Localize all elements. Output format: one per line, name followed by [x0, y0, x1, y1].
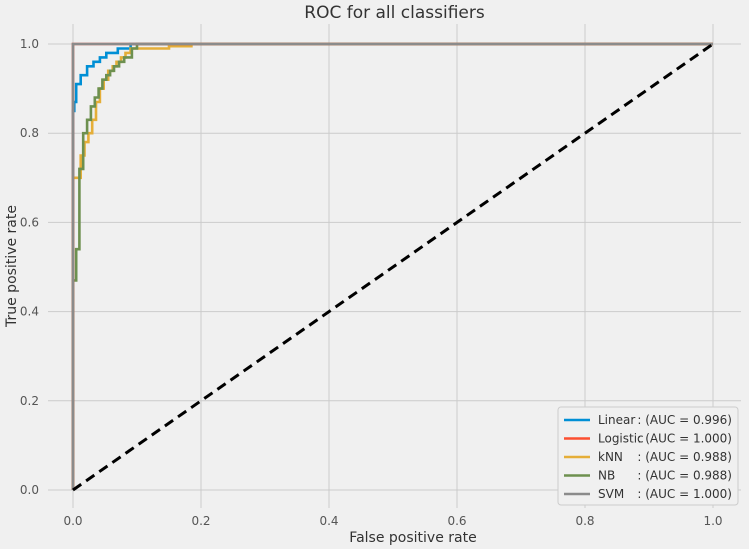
y-axis-label: True positive rate	[4, 205, 20, 328]
y-tick-label: 0.4	[20, 305, 39, 319]
legend: Linear: (AUC = 0.996)Logistic: (AUC = 1.…	[557, 406, 739, 506]
legend-name-nb: NB	[598, 469, 615, 483]
x-axis-label: False positive rate	[349, 530, 476, 546]
x-tick-label: 0.2	[191, 514, 210, 528]
legend-box	[557, 406, 739, 506]
legend-auc-svm: : (AUC = 1.000)	[637, 487, 732, 501]
series-line-linear	[71, 42, 713, 490]
x-tick-label: 0.8	[575, 514, 594, 528]
legend-auc-knn: : (AUC = 0.988)	[637, 450, 732, 464]
legend-name-svm: SVM	[598, 487, 624, 501]
y-tick-label: 0.6	[20, 215, 39, 229]
x-tick-label: 1.0	[703, 514, 722, 528]
y-tick-label: 0.0	[20, 483, 39, 497]
legend-name-linear: Linear	[598, 413, 635, 427]
legend-auc-logistic: : (AUC = 1.000)	[637, 432, 732, 446]
legend-name-knn: kNN	[598, 450, 623, 464]
x-tick-label: 0.0	[63, 514, 82, 528]
y-tick-label: 0.2	[20, 394, 39, 408]
chart-title: ROC for all classifiers	[304, 3, 485, 23]
x-tick-label: 0.4	[319, 514, 338, 528]
series-lines	[71, 42, 714, 492]
legend-auc-linear: : (AUC = 0.996)	[637, 413, 732, 427]
y-axis-ticks: 0.0 0.2 0.4 0.6 0.8 1.0	[20, 37, 39, 497]
x-tick-label: 0.6	[447, 514, 466, 528]
legend-auc-nb: : (AUC = 0.988)	[637, 469, 732, 483]
y-tick-label: 1.0	[20, 37, 39, 51]
x-axis-ticks: 0.0 0.2 0.4 0.6 0.8 1.0	[63, 514, 722, 528]
series-line-nb	[71, 42, 713, 490]
legend-name-logistic: Logistic	[598, 432, 644, 446]
series-line-svm	[71, 42, 713, 490]
y-tick-label: 0.8	[20, 126, 39, 140]
diagonal-reference-line	[72, 42, 714, 492]
